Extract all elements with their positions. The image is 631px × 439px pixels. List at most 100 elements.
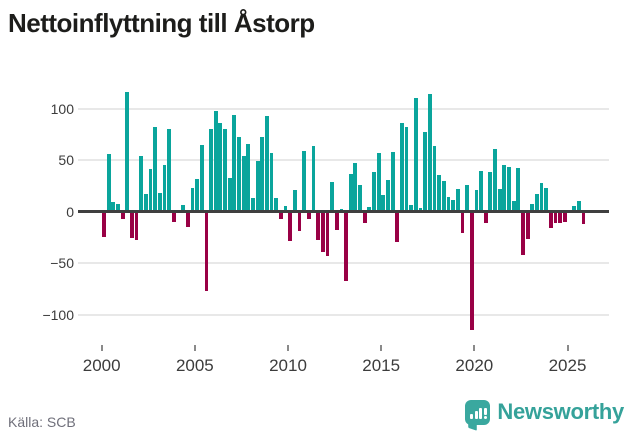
grid-line: [78, 107, 609, 110]
bar-2022-q2: [516, 168, 521, 212]
bar-2022-q3: [521, 211, 525, 255]
bar-2000-q2: [106, 153, 111, 212]
bar-2016-q3: [409, 205, 414, 212]
bar-2001-q4: [134, 211, 139, 241]
newsworthy-chart-bubble-icon: [465, 399, 491, 431]
exclamation-icon: [483, 407, 487, 415]
bar-2008-q4: [265, 115, 269, 212]
bar-2020-q4: [488, 172, 493, 212]
bar-2005-q2: [199, 144, 204, 212]
bar-2017-q4: [432, 145, 437, 212]
y-axis-label: 0: [66, 203, 74, 220]
bar-2014-q3: [372, 172, 376, 212]
bar-2012-q1: [325, 211, 330, 256]
bar-2025-q2: [572, 206, 577, 212]
bar-2024-q3: [558, 211, 563, 223]
bar-2012-q3: [334, 211, 339, 231]
page-title: Nettoinflyttning till Åstorp: [8, 8, 315, 38]
newsworthy-logo[interactable]: Newsworthy: [465, 399, 624, 431]
bar-2002-q2: [143, 193, 148, 212]
bar-2021-q1: [493, 148, 497, 212]
y-axis-label: 50: [58, 152, 74, 168]
bar-2008-q3: [260, 137, 265, 212]
x-axis-tick: [473, 345, 476, 351]
bar-2008-q2: [255, 161, 260, 212]
bar-2024-q4: [562, 211, 567, 222]
bar-2019-q3: [465, 184, 469, 212]
bar-2019-q4: [469, 211, 474, 330]
x-axis-label: 2005: [175, 356, 214, 375]
bar-2010-q1: [288, 211, 293, 242]
bar-2003-q1: [157, 192, 162, 212]
bar-2015-q4: [395, 211, 400, 243]
bar-2006-q3: [223, 129, 227, 212]
newsworthy-logo-text: Newsworthy: [497, 399, 624, 424]
source-label: Källa: SCB: [8, 414, 76, 430]
bar-2020-q2: [479, 171, 483, 212]
x-axis-label: 2010: [269, 356, 307, 375]
bar-2002-q3: [148, 169, 153, 212]
bar-2017-q1: [418, 208, 423, 212]
y-axis-label: 100: [50, 100, 74, 117]
bar-2007-q2: [237, 137, 241, 212]
bar-2013-q2: [348, 174, 353, 212]
bar-2023-q3: [539, 182, 544, 212]
bar-2013-q4: [358, 184, 362, 212]
bar-2019-q1: [455, 188, 460, 212]
bar-2025-q4: [581, 211, 586, 224]
bar-2015-q3: [390, 151, 395, 212]
bar-2020-q1: [474, 189, 479, 212]
bar-2023-q4: [544, 187, 549, 212]
bar-2016-q2: [404, 127, 409, 212]
x-axis-label: 2000: [82, 356, 121, 375]
bar-2003-q4: [171, 211, 176, 222]
bar-2008-q1: [251, 198, 255, 212]
bar-2021-q3: [502, 165, 507, 212]
bar-2004-q4: [190, 187, 195, 212]
bar-2016-q4: [413, 98, 418, 212]
bar-2010-q4: [302, 150, 307, 212]
bar-2003-q2: [162, 165, 167, 212]
bar-2006-q4: [227, 177, 232, 212]
speech-bubble-tail: [468, 417, 478, 431]
bar-2009-q2: [274, 198, 279, 212]
bar-2022-q1: [511, 201, 516, 212]
bar-2013-q3: [353, 163, 358, 212]
exclamation-dot-icon: [483, 415, 487, 419]
x-axis-label: 2020: [455, 356, 494, 375]
bar-2017-q2: [423, 132, 428, 212]
bar-2014-q2: [367, 207, 372, 212]
bar-2023-q1: [530, 204, 535, 212]
bar-2009-q3: [278, 211, 283, 219]
bar-2002-q1: [139, 155, 144, 212]
grid-line: [78, 159, 609, 161]
bar-2006-q2: [218, 122, 223, 212]
bar-2009-q4: [283, 206, 288, 212]
x-axis-label: 2015: [362, 356, 401, 375]
bar-2018-q3: [446, 197, 451, 212]
bar-2010-q3: [297, 211, 302, 232]
y-axis-label: −50: [50, 255, 74, 271]
bar-2000-q1: [102, 211, 106, 238]
bar-2010-q2: [292, 189, 297, 212]
x-axis-tick: [566, 345, 569, 351]
x-axis-tick: [287, 345, 290, 351]
bar-2025-q3: [576, 201, 581, 212]
bar-2009-q1: [269, 152, 274, 212]
x-axis-tick: [380, 345, 383, 351]
bar-2014-q4: [376, 152, 381, 212]
bar-2013-q1: [344, 211, 348, 281]
bar-2018-q2: [441, 180, 446, 212]
bar-2003-q3: [167, 129, 172, 212]
bar-2017-q3: [427, 94, 432, 212]
mini-bar-icon: [474, 410, 478, 419]
bar-2000-q4: [116, 204, 120, 212]
x-axis-zero-line: [78, 210, 609, 213]
bar-2007-q3: [241, 155, 246, 212]
bar-2012-q2: [330, 181, 334, 212]
bar-2011-q4: [320, 211, 325, 252]
bar-2014-q1: [362, 211, 367, 223]
grid-line: [78, 262, 609, 264]
bar-2011-q1: [306, 211, 311, 219]
